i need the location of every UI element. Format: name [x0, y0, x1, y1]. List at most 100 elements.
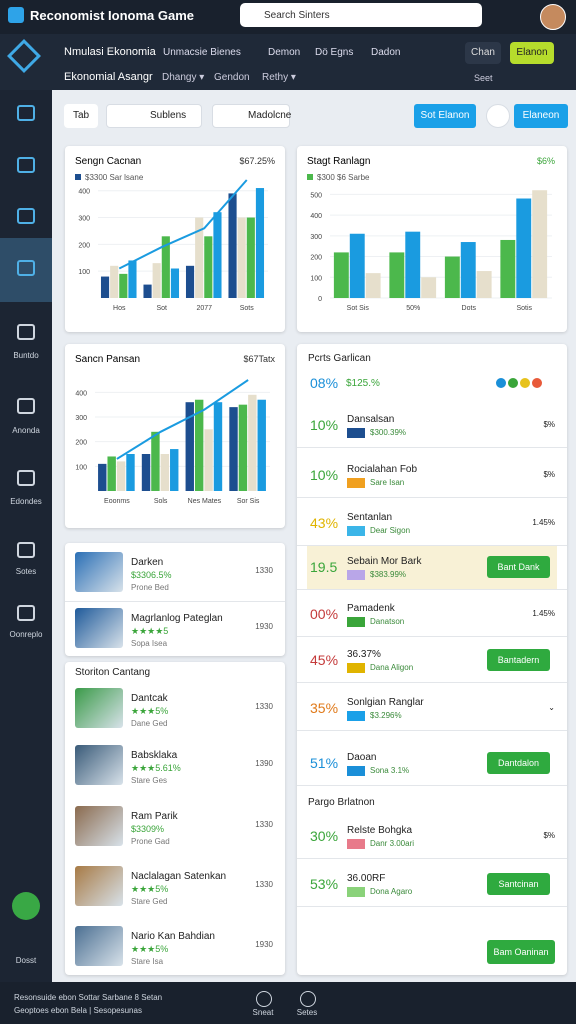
- row-swatch: [347, 663, 365, 673]
- row-detail: Sona 3.1%: [370, 766, 410, 775]
- footer-icon[interactable]: [300, 991, 316, 1007]
- nav-item[interactable]: Demon: [268, 47, 301, 58]
- row-name: Sentanlan: [347, 512, 393, 523]
- toolbar-tab[interactable]: Sublens: [150, 110, 187, 121]
- sidebar-icon[interactable]: [17, 324, 35, 340]
- row-swatch: [347, 617, 365, 627]
- item-name[interactable]: Babsklaka: [131, 750, 178, 761]
- footer-icon[interactable]: [256, 991, 272, 1007]
- item-detail: ★★★5%: [131, 706, 169, 716]
- sidebar-icon[interactable]: [17, 157, 35, 173]
- row-name: Pamadenk: [347, 603, 395, 614]
- item-detail: ★★★5%: [131, 944, 169, 954]
- bottom-bar: [0, 982, 576, 1024]
- row-swatch: [347, 478, 365, 488]
- toolbar-button[interactable]: Sot Elanon: [414, 104, 476, 128]
- divider: [297, 785, 567, 786]
- footer-label[interactable]: Sneat: [252, 1008, 274, 1017]
- row-side: 1.45%: [532, 609, 555, 618]
- item-sub: Prone Bed: [131, 583, 169, 592]
- app-icon: [8, 7, 24, 23]
- divider: [297, 906, 567, 907]
- item-detail: ★★★5%: [131, 884, 169, 894]
- sidebar-label[interactable]: Anonda: [12, 426, 40, 435]
- item-side: 1330: [255, 880, 273, 889]
- sidebar-icon[interactable]: [17, 470, 35, 486]
- footer-label[interactable]: Setes: [296, 1008, 318, 1017]
- row-percent: 51%: [310, 755, 339, 771]
- row-button[interactable]: Dantdalon: [487, 752, 550, 774]
- sidebar-icon[interactable]: [17, 605, 35, 621]
- item-name[interactable]: Darken: [131, 557, 164, 568]
- item-detail: $3306.5%: [131, 570, 172, 580]
- toolbar-tab[interactable]: Tab: [64, 104, 98, 128]
- header-button[interactable]: Chan: [465, 42, 501, 64]
- row-detail: $383.99%: [370, 570, 407, 579]
- divider: [297, 589, 567, 590]
- toolbar-button[interactable]: Elaneon: [514, 104, 568, 128]
- legend-dot: [508, 378, 518, 388]
- footer-button[interactable]: Bam Oaninan: [487, 940, 555, 964]
- search-box[interactable]: [240, 3, 482, 27]
- sidebar-icon[interactable]: [17, 105, 35, 121]
- sidebar-badge[interactable]: [12, 892, 40, 920]
- section-title: Storiton Cantang: [75, 667, 151, 678]
- sidebar-label[interactable]: Buntdo: [13, 351, 39, 360]
- toolbar-tab[interactable]: [212, 104, 290, 128]
- sidebar-label[interactable]: Oonreplo: [9, 630, 43, 639]
- section-title: Pargo Brlatnon: [308, 797, 375, 808]
- row-percent: 10%: [310, 467, 339, 483]
- sidebar-icon[interactable]: [17, 542, 35, 558]
- row-side: $%: [543, 420, 555, 429]
- item-side: 1930: [255, 940, 273, 949]
- thumb: [75, 688, 123, 728]
- legend-dot: [520, 378, 530, 388]
- row-side: $%: [543, 470, 555, 479]
- sidebar-icon[interactable]: [17, 260, 35, 276]
- subnav-item[interactable]: Rethy ▾: [262, 72, 296, 83]
- item-name[interactable]: Dantcak: [131, 693, 168, 704]
- nav-item[interactable]: Dadon: [371, 47, 401, 58]
- item-name[interactable]: Ram Parik: [131, 811, 178, 822]
- avatar[interactable]: [540, 4, 566, 30]
- nav-item[interactable]: Unmacsie Bienes: [163, 47, 241, 58]
- header-right: Seet: [474, 73, 493, 83]
- row-button[interactable]: Bant Dank: [487, 556, 550, 578]
- section-title: Pcrts Garlican: [308, 353, 371, 364]
- row-name: Relste Bohgka: [347, 825, 413, 836]
- row-side: $%: [543, 831, 555, 840]
- row-detail: Danatson: [370, 617, 405, 626]
- item-name[interactable]: Naclalagan Satenkan: [131, 871, 227, 882]
- legend-dot: [496, 378, 506, 388]
- row-button[interactable]: Bantadern: [487, 649, 550, 671]
- item-sub: Stare Ges: [131, 776, 168, 785]
- item-sub: Dane Ged: [131, 719, 168, 728]
- nav-item[interactable]: Dö Egns: [315, 47, 354, 58]
- sidebar-icon[interactable]: [17, 208, 35, 224]
- toolbar-search[interactable]: [106, 104, 202, 128]
- subnav-item[interactable]: Dhangy ▾: [162, 72, 205, 83]
- search-text: Search Sinters: [264, 10, 330, 21]
- item-detail: ★★★★5: [131, 626, 169, 636]
- sidebar-icon[interactable]: [17, 398, 35, 414]
- sidebar-label[interactable]: Edondes: [10, 497, 42, 506]
- item-sub: Stare Isa: [131, 957, 164, 966]
- thumb: [75, 608, 123, 648]
- row-detail: Dona Agaro: [370, 887, 413, 896]
- item-name[interactable]: Nario Kan Bahdian: [131, 931, 215, 942]
- item-name[interactable]: Magrlanlog Pateglan: [131, 613, 223, 624]
- toolbar-refresh[interactable]: [486, 104, 510, 128]
- row-swatch: [347, 766, 365, 776]
- header-button[interactable]: Elanon: [510, 42, 554, 64]
- subnav-item[interactable]: Gendon: [214, 72, 250, 83]
- row-detail: Danr 3.00ari: [370, 839, 415, 848]
- row-name: Daoan: [347, 752, 377, 763]
- row-swatch: [347, 711, 365, 721]
- sidebar-label[interactable]: Sotes: [15, 567, 37, 576]
- toolbar-tab[interactable]: Madolcne: [248, 110, 292, 121]
- row-button[interactable]: Santcinan: [487, 873, 550, 895]
- sidebar-label[interactable]: Dosst: [15, 956, 37, 965]
- head-percent: 08%: [310, 375, 339, 391]
- row-side: ⌄: [548, 703, 555, 712]
